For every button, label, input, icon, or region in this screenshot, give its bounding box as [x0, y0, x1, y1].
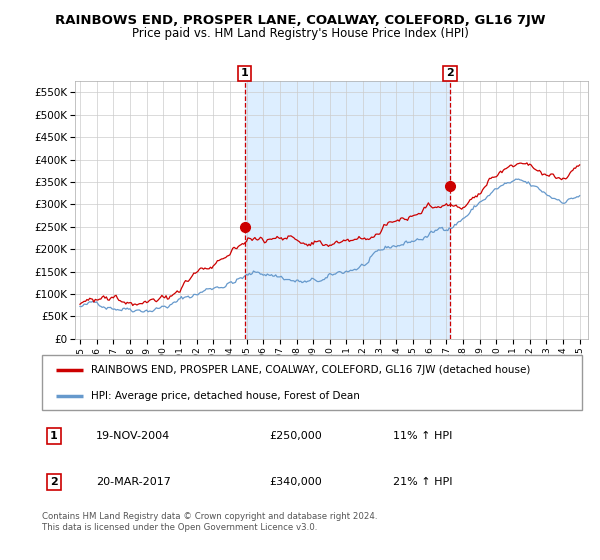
Text: 1: 1 [241, 68, 248, 78]
Text: HPI: Average price, detached house, Forest of Dean: HPI: Average price, detached house, Fore… [91, 391, 359, 401]
Text: £250,000: £250,000 [269, 431, 322, 441]
Text: 2: 2 [446, 68, 454, 78]
FancyBboxPatch shape [42, 355, 582, 410]
Text: RAINBOWS END, PROSPER LANE, COALWAY, COLEFORD, GL16 7JW (detached house): RAINBOWS END, PROSPER LANE, COALWAY, COL… [91, 366, 530, 375]
Text: 11% ↑ HPI: 11% ↑ HPI [393, 431, 452, 441]
Bar [245, 81, 450, 339]
Text: Contains HM Land Registry data © Crown copyright and database right 2024.
This d: Contains HM Land Registry data © Crown c… [42, 512, 377, 532]
Text: RAINBOWS END, PROSPER LANE, COALWAY, COLEFORD, GL16 7JW: RAINBOWS END, PROSPER LANE, COALWAY, COL… [55, 14, 545, 27]
Text: 19-NOV-2004: 19-NOV-2004 [96, 431, 170, 441]
Text: Price paid vs. HM Land Registry's House Price Index (HPI): Price paid vs. HM Land Registry's House … [131, 27, 469, 40]
Text: 2: 2 [50, 477, 58, 487]
Text: 1: 1 [50, 431, 58, 441]
Text: £340,000: £340,000 [269, 477, 322, 487]
Text: 20-MAR-2017: 20-MAR-2017 [96, 477, 171, 487]
Text: 21% ↑ HPI: 21% ↑ HPI [393, 477, 452, 487]
